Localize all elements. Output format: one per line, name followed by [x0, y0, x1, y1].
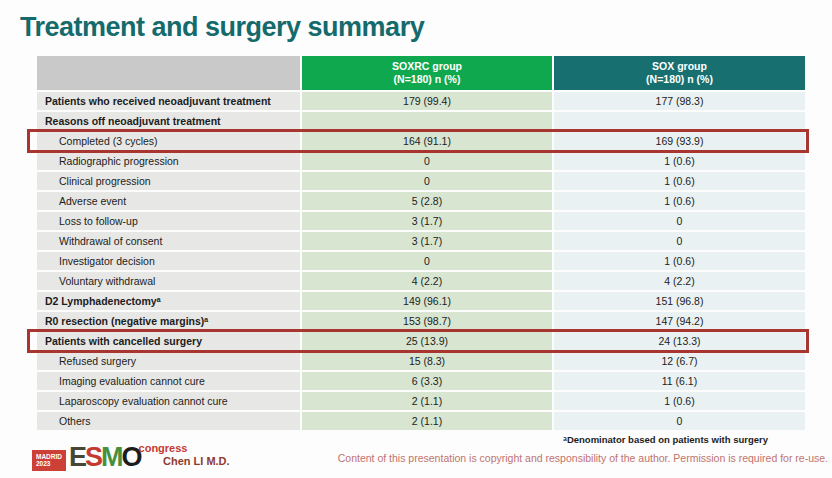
sox-group-sub: (N=180) n (%): [646, 73, 713, 86]
table-row: D2 Lymphadenectomyᵃ 149 (96.1) 151 (96.8…: [37, 292, 805, 310]
table-row: Clinical progression 0 1 (0.6): [37, 172, 805, 190]
row-value-soxrc: 25 (13.9): [302, 332, 552, 350]
row-value-sox: 0: [554, 212, 805, 230]
row-label: Patients who received neoadjuvant treatm…: [37, 92, 300, 110]
table-row: Refused surgery 15 (8.3) 12 (6.7): [37, 352, 805, 370]
row-value-soxrc: 15 (8.3): [302, 352, 552, 370]
logo-year: 2023: [36, 460, 62, 467]
row-value-sox: 169 (93.9): [554, 132, 805, 150]
row-value-soxrc: 179 (99.4): [302, 92, 552, 110]
row-label: Laparoscopy evaluation cannot cure: [37, 392, 300, 410]
esmo-wordmark: ESMO: [69, 444, 141, 471]
esmo-letter-e: E: [69, 442, 85, 472]
row-label: Voluntary withdrawal: [37, 272, 300, 290]
row-value-sox: 1 (0.6): [554, 252, 805, 270]
soxrc-group-name: SOXRC group: [392, 60, 462, 73]
table-row: Patients with cancelled surgery 25 (13.9…: [37, 332, 805, 350]
table-row: Adverse event 5 (2.8) 1 (0.6): [37, 192, 805, 210]
row-value-soxrc: 2 (1.1): [302, 392, 552, 410]
row-value-sox: 1 (0.6): [554, 192, 805, 210]
row-value-soxrc: 6 (3.3): [302, 372, 552, 390]
table-row: Withdrawal of consent 3 (1.7) 0: [37, 232, 805, 250]
row-label: Completed (3 cycles): [37, 132, 300, 150]
row-value-soxrc: 5 (2.8): [302, 192, 552, 210]
row-value-sox: 147 (94.2): [554, 312, 805, 330]
sox-group-name: SOX group: [652, 60, 707, 73]
table-row: Patients who received neoadjuvant treatm…: [37, 92, 805, 110]
row-value-soxrc: 153 (98.7): [302, 312, 552, 330]
row-value-soxrc: [302, 112, 552, 130]
row-value-sox: 4 (2.2): [554, 272, 805, 290]
esmo-letter-s: S: [85, 442, 101, 472]
footnote: ᵃDenominator based on patients with surg…: [563, 434, 768, 445]
table-row: R0 resection (negative margins)ᵃ 153 (98…: [37, 312, 805, 330]
row-label: R0 resection (negative margins)ᵃ: [37, 312, 300, 330]
table-row: Completed (3 cycles) 164 (91.1) 169 (93.…: [37, 132, 805, 150]
row-label: Refused surgery: [37, 352, 300, 370]
esmo-letter-m: M: [101, 442, 122, 472]
row-value-sox: 177 (98.3): [554, 92, 805, 110]
table-row: Others 2 (1.1) 0: [37, 412, 805, 430]
header-cell-empty: [37, 56, 300, 90]
row-value-soxrc: 0: [302, 252, 552, 270]
row-value-soxrc: 2 (1.1): [302, 412, 552, 430]
row-value-soxrc: 0: [302, 152, 552, 170]
table-body: Patients who received neoadjuvant treatm…: [37, 92, 805, 430]
row-value-sox: 24 (13.3): [554, 332, 805, 350]
table-row: Reasons off neoadjuvant treatment: [37, 112, 805, 130]
row-value-sox: 1 (0.6): [554, 392, 805, 410]
row-label: Investigator decision: [37, 252, 300, 270]
row-value-sox: 0: [554, 232, 805, 250]
row-value-soxrc: 4 (2.2): [302, 272, 552, 290]
row-value-soxrc: 0: [302, 172, 552, 190]
row-label: D2 Lymphadenectomyᵃ: [37, 292, 300, 310]
summary-table: SOXRC group (N=180) n (%) SOX group (N=1…: [37, 56, 805, 430]
row-label: Imaging evaluation cannot cure: [37, 372, 300, 390]
row-value-soxrc: 3 (1.7): [302, 212, 552, 230]
row-label: Reasons off neoadjuvant treatment: [37, 112, 300, 130]
row-value-sox: 1 (0.6): [554, 152, 805, 170]
row-value-soxrc: 164 (91.1): [302, 132, 552, 150]
row-label: Patients with cancelled surgery: [37, 332, 300, 350]
header-cell-sox: SOX group (N=180) n (%): [554, 56, 805, 90]
row-label: Others: [37, 412, 300, 430]
congress-label: congress: [139, 442, 188, 454]
row-value-sox: 11 (6.1): [554, 372, 805, 390]
row-value-sox: 151 (96.8): [554, 292, 805, 310]
madrid-2023-badge: MADRID 2023: [32, 450, 66, 471]
soxrc-group-sub: (N=180) n (%): [394, 73, 461, 86]
table-row: Voluntary withdrawal 4 (2.2) 4 (2.2): [37, 272, 805, 290]
row-value-sox: 0: [554, 412, 805, 430]
row-label: Adverse event: [37, 192, 300, 210]
table-header-row: SOXRC group (N=180) n (%) SOX group (N=1…: [37, 56, 805, 90]
row-label: Radiographic progression: [37, 152, 300, 170]
row-value-soxrc: 149 (96.1): [302, 292, 552, 310]
table-row: Loss to follow-up 3 (1.7) 0: [37, 212, 805, 230]
page-title: Treatment and surgery summary: [20, 12, 424, 43]
row-value-sox: 12 (6.7): [554, 352, 805, 370]
header-cell-soxrc: SOXRC group (N=180) n (%): [302, 56, 552, 90]
table-row: Imaging evaluation cannot cure 6 (3.3) 1…: [37, 372, 805, 390]
table-row: Laparoscopy evaluation cannot cure 2 (1.…: [37, 392, 805, 410]
row-value-sox: 1 (0.6): [554, 172, 805, 190]
row-label: Clinical progression: [37, 172, 300, 190]
author-name: Chen LI M.D.: [163, 455, 230, 467]
row-value-sox: [554, 112, 805, 130]
row-label: Loss to follow-up: [37, 212, 300, 230]
table-row: Radiographic progression 0 1 (0.6): [37, 152, 805, 170]
copyright-notice: Content of this presentation is copyrigh…: [338, 452, 828, 464]
slide: Treatment and surgery summary SOXRC grou…: [0, 0, 832, 478]
table-row: Investigator decision 0 1 (0.6): [37, 252, 805, 270]
row-label: Withdrawal of consent: [37, 232, 300, 250]
logo-venue: MADRID: [36, 453, 62, 460]
row-value-soxrc: 3 (1.7): [302, 232, 552, 250]
